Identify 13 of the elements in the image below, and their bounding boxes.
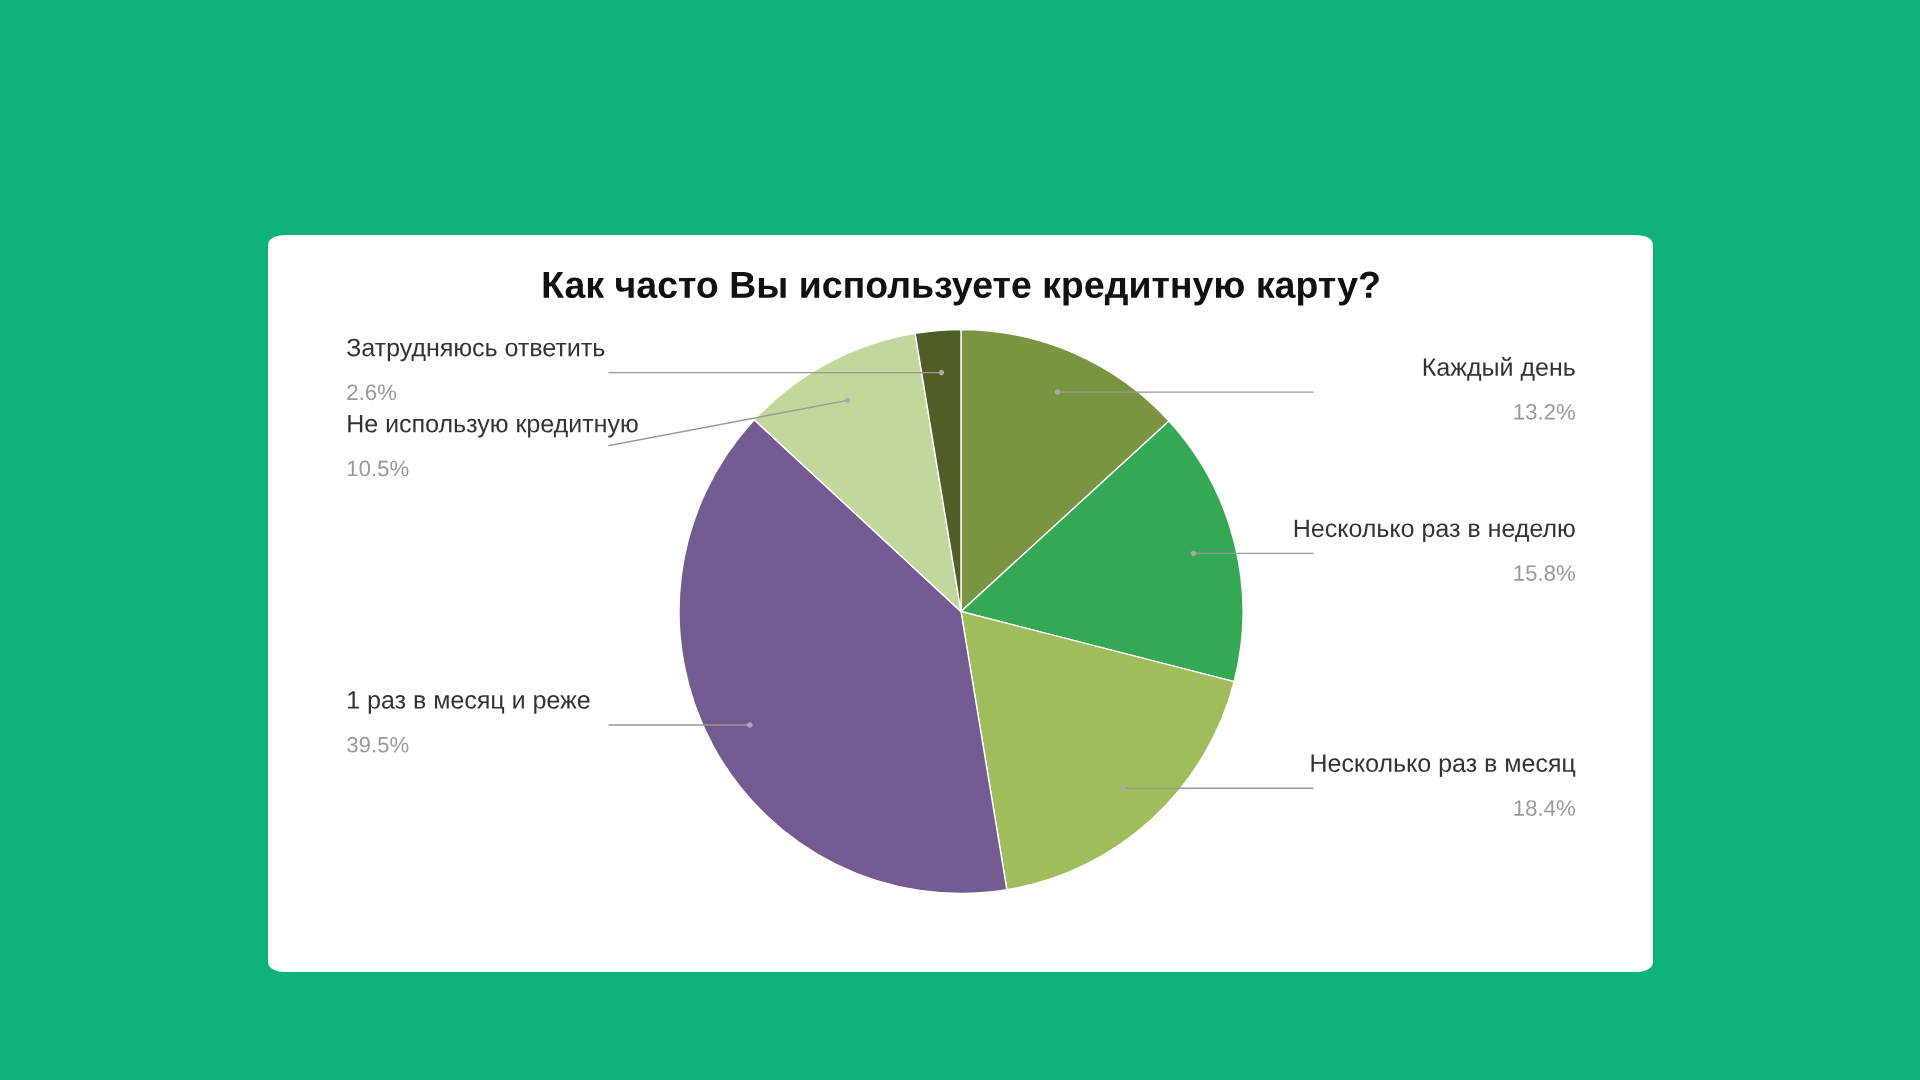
slice-label: Затрудняюсь ответить	[347, 338, 605, 362]
slice-label: Не использую кредитную	[348, 415, 638, 438]
chart-title: Как часто Вы используете кредитную карту?	[543, 271, 1379, 306]
slice-label: Несколько раз в месяц	[1311, 754, 1576, 777]
data-label: 13.2%	[1514, 403, 1575, 420]
data-label: 18.4%	[1514, 800, 1575, 816]
data-label: 15.8%	[1514, 565, 1575, 581]
data-label: 39.5%	[347, 736, 409, 753]
slice-label: Несколько раз в неделю	[1294, 519, 1575, 543]
data-label: 10.5%	[347, 460, 409, 477]
slice-label: 1 раз в месяц и реже	[348, 691, 590, 714]
data-label: 2.6%	[347, 384, 397, 401]
slice-label: Каждый день	[1423, 357, 1575, 381]
